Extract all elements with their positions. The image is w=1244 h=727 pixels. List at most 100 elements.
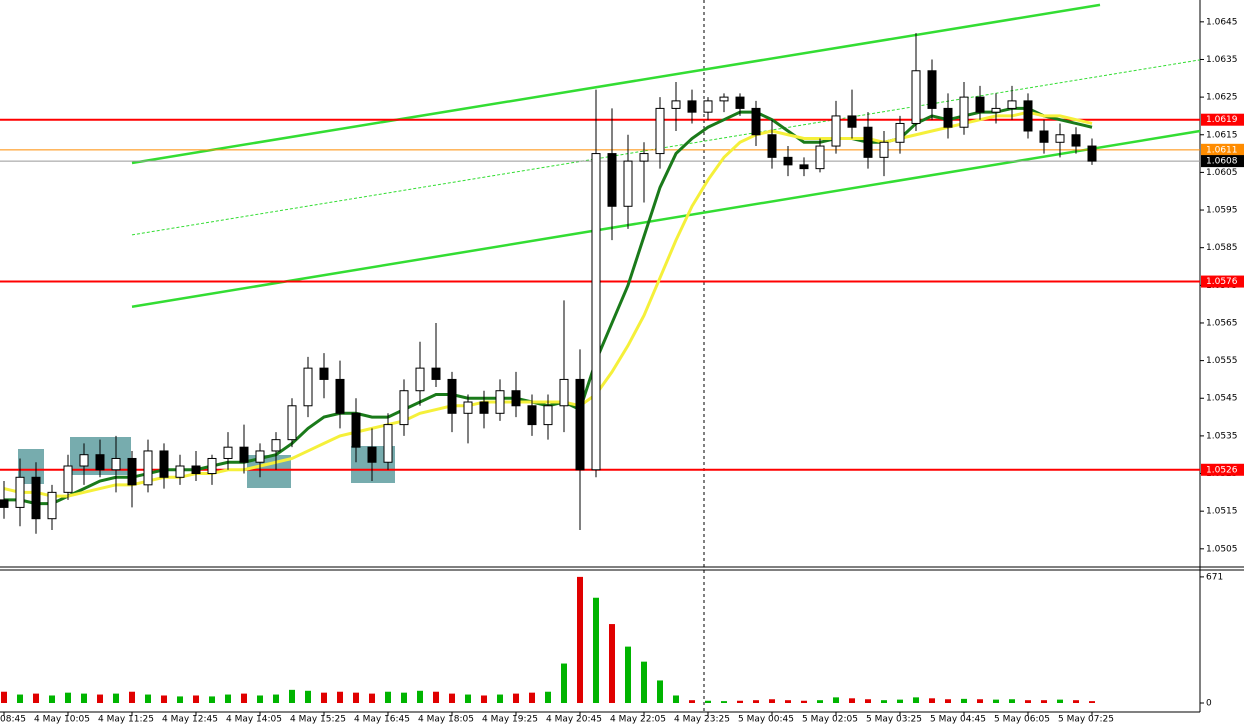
candle-body — [127, 457, 137, 486]
y-tick-label: 1.0635 — [1206, 55, 1238, 65]
candle-body — [95, 454, 105, 471]
candle-body — [879, 141, 889, 158]
x-tick-label: 4 May 15:25 — [290, 715, 346, 725]
volume-tick-label: 671 — [1206, 572, 1223, 582]
y-tick-label: 1.0615 — [1206, 130, 1238, 140]
volume-bar — [1025, 700, 1031, 703]
candle-body — [1087, 145, 1097, 162]
candle-body — [1023, 100, 1033, 132]
x-tick-label: 5 May 00:45 — [738, 715, 794, 725]
candle-body — [895, 122, 905, 143]
volume-bar — [817, 700, 823, 703]
x-tick-label: 5 May 07:25 — [1058, 715, 1114, 725]
candle-body — [431, 367, 441, 380]
volume-bar — [961, 698, 967, 703]
x-tick-label: 4 May 18:05 — [418, 715, 474, 725]
x-tick-label: 4 May 11:25 — [98, 715, 154, 725]
volume-bar — [657, 680, 663, 703]
candle-body — [143, 450, 153, 486]
volume-bar — [689, 700, 695, 703]
candle-body — [79, 454, 89, 467]
candle-body — [335, 378, 345, 414]
volume-bar — [833, 697, 839, 703]
y-tick-label: 1.0515 — [1206, 507, 1238, 517]
volume-bar — [305, 690, 311, 703]
volume-bar — [225, 694, 231, 703]
candle-body — [111, 457, 121, 471]
x-tick-label: 4 May 20:45 — [546, 715, 602, 725]
trendline — [131, 129, 1201, 309]
volume-bar — [65, 692, 71, 703]
candle-body — [575, 378, 585, 471]
candle-body — [927, 70, 937, 109]
volume-bar — [145, 694, 151, 703]
volume-bar — [193, 695, 199, 703]
volume-bar — [369, 693, 375, 703]
y-tick-label: 1.0605 — [1206, 168, 1238, 178]
candle-body — [623, 160, 633, 207]
volume-bar — [945, 699, 951, 703]
volume-bar — [721, 701, 727, 703]
candle-body — [799, 164, 809, 170]
volume-bar — [785, 700, 791, 703]
candle-body — [367, 446, 377, 463]
volume-bar — [673, 695, 679, 703]
candle-body — [287, 405, 297, 441]
candle-body — [543, 405, 553, 426]
level-label: 1.0526 — [1206, 465, 1238, 475]
volume-bar — [1073, 700, 1079, 703]
volume-bar — [273, 694, 279, 703]
volume-bar — [609, 624, 615, 703]
candle-body — [447, 378, 457, 414]
y-tick-label: 1.0565 — [1206, 318, 1238, 328]
volume-bar — [257, 695, 263, 703]
volume-bar — [81, 693, 87, 703]
volume-bar — [993, 699, 999, 703]
volume-bar — [113, 693, 119, 703]
volume-bar — [897, 699, 903, 703]
candle-body — [671, 100, 681, 109]
candle-body — [31, 476, 41, 520]
volume-bar — [929, 698, 935, 703]
candle-body — [607, 153, 617, 207]
volume-bar — [401, 692, 407, 703]
x-tick-label: 4 May 10:05 — [34, 715, 90, 725]
x-tick-label: 4 May 23:25 — [674, 715, 730, 725]
candle-body — [783, 156, 793, 166]
volume-bar — [1089, 701, 1095, 703]
volume-bar — [753, 700, 759, 703]
volume-bar — [625, 646, 631, 703]
volume-bar — [337, 691, 343, 703]
candle-body — [991, 107, 1001, 113]
volume-bar — [545, 691, 551, 703]
y-tick-label: 1.0545 — [1206, 394, 1238, 404]
candle-body — [255, 450, 265, 463]
y-tick-label: 1.0625 — [1206, 93, 1238, 103]
volume-bar — [417, 690, 423, 703]
x-tick-label: 4 May 16:45 — [354, 715, 410, 725]
level-label-box — [1201, 275, 1244, 288]
candle-body — [847, 115, 857, 128]
volume-bar — [513, 693, 519, 703]
volume-bar — [737, 700, 743, 703]
volume-bar — [881, 700, 887, 703]
volume-bar — [705, 700, 711, 703]
x-tick-label: 5 May 06:05 — [994, 715, 1050, 725]
volume-bar — [241, 693, 247, 703]
candle-body — [527, 405, 537, 426]
volume-bar — [49, 695, 55, 703]
trendline — [131, 59, 1201, 236]
candle-body — [591, 153, 601, 471]
volume-bar — [289, 689, 295, 703]
x-tick-label: 5 May 03:25 — [866, 715, 922, 725]
level-label-box — [1201, 155, 1244, 168]
candle-body — [223, 446, 233, 459]
volume-bar — [561, 663, 567, 703]
candle-body — [479, 401, 489, 414]
volume-bar — [769, 699, 775, 703]
x-tick-label: 5 May 04:45 — [930, 715, 986, 725]
candle-body — [815, 145, 825, 170]
candle-body — [319, 367, 329, 380]
volume-tick-label: 0 — [1206, 699, 1212, 709]
